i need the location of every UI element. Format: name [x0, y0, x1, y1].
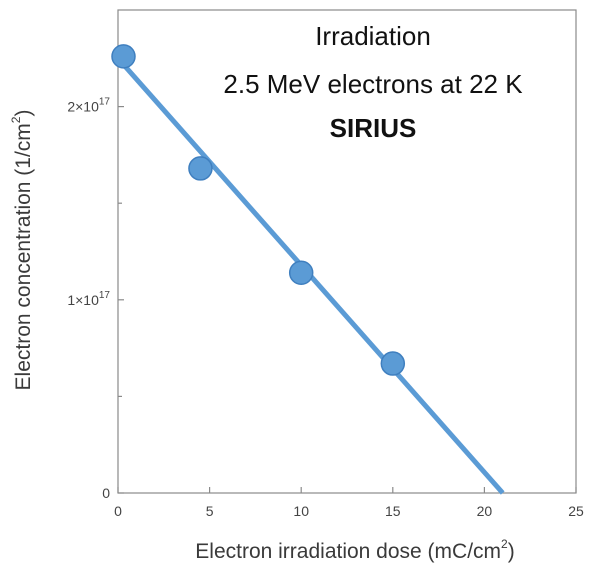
y-axis-label: Electron concentration (1/cm2) [9, 110, 35, 391]
x-tick-label: 15 [385, 503, 401, 519]
annotation-line-1: Irradiation [315, 21, 431, 51]
x-tick-label: 10 [293, 503, 309, 519]
ticks-layer: 0 5 10 15 20 25 0 1×1017 2×1017 [67, 97, 584, 519]
x-tick-label: 20 [477, 503, 493, 519]
points-layer [111, 44, 406, 376]
data-point [288, 260, 314, 286]
y-tick-label: 0 [102, 485, 110, 501]
x-tick-label: 5 [206, 503, 214, 519]
data-point [380, 351, 406, 376]
data-point [188, 156, 213, 181]
y-tick-label: 2×1017 [67, 97, 110, 115]
x-axis-label: Electron irradiation dose (mC/cm2) [195, 537, 514, 563]
annotation-line-2: 2.5 MeV electrons at 22 K [223, 69, 523, 99]
annotation-line-3: SIRIUS [330, 113, 417, 143]
data-point [111, 44, 136, 69]
x-tick-label: 25 [568, 503, 584, 519]
x-tick-label: 0 [114, 503, 122, 519]
plot-frame [117, 9, 577, 494]
y-tick-label: 1×1017 [67, 290, 110, 308]
